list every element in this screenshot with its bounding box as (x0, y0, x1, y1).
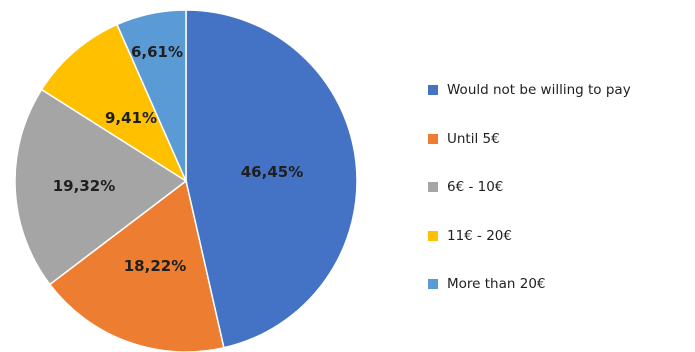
legend-item-2: Until 5€ (428, 129, 693, 149)
data-label-3: 19,32% (53, 177, 115, 195)
pie-slice-3 (14, 88, 188, 286)
legend-item-5: More than 20€ (428, 274, 693, 294)
data-label-5: 6,61% (131, 43, 183, 61)
legend-label-5: More than 20€ (447, 276, 546, 292)
pie-slice-5 (116, 9, 187, 182)
pie-slice-4 (40, 23, 188, 183)
legend-label-2: Until 5€ (447, 130, 500, 147)
data-label-4: 9,41% (105, 109, 157, 127)
chart-legend: Would not be willing to pay Until 5€ 6€ - … (428, 80, 693, 323)
legend-item-4: 11€ - 20€ (428, 226, 693, 246)
legend-swatch-5 (428, 279, 438, 289)
legend-swatch-3 (428, 182, 438, 192)
legend-item-3: 6€ - 10€ (428, 177, 693, 197)
legend-label-1: Would not be willing to pay (447, 82, 631, 98)
legend-swatch-2 (428, 133, 438, 144)
data-label-1: 46,45% (241, 163, 303, 181)
pie-slice-1 (185, 9, 358, 349)
legend-label-3: 6€ - 10€ (447, 179, 504, 195)
pie-slice-2 (48, 179, 225, 352)
legend-swatch-1 (428, 85, 438, 95)
legend-swatch-4 (428, 230, 438, 241)
legend-label-4: 11€ - 20€ (447, 227, 512, 244)
data-label-2: 18,22% (124, 257, 186, 275)
legend-item-1: Would not be willing to pay (428, 80, 693, 100)
